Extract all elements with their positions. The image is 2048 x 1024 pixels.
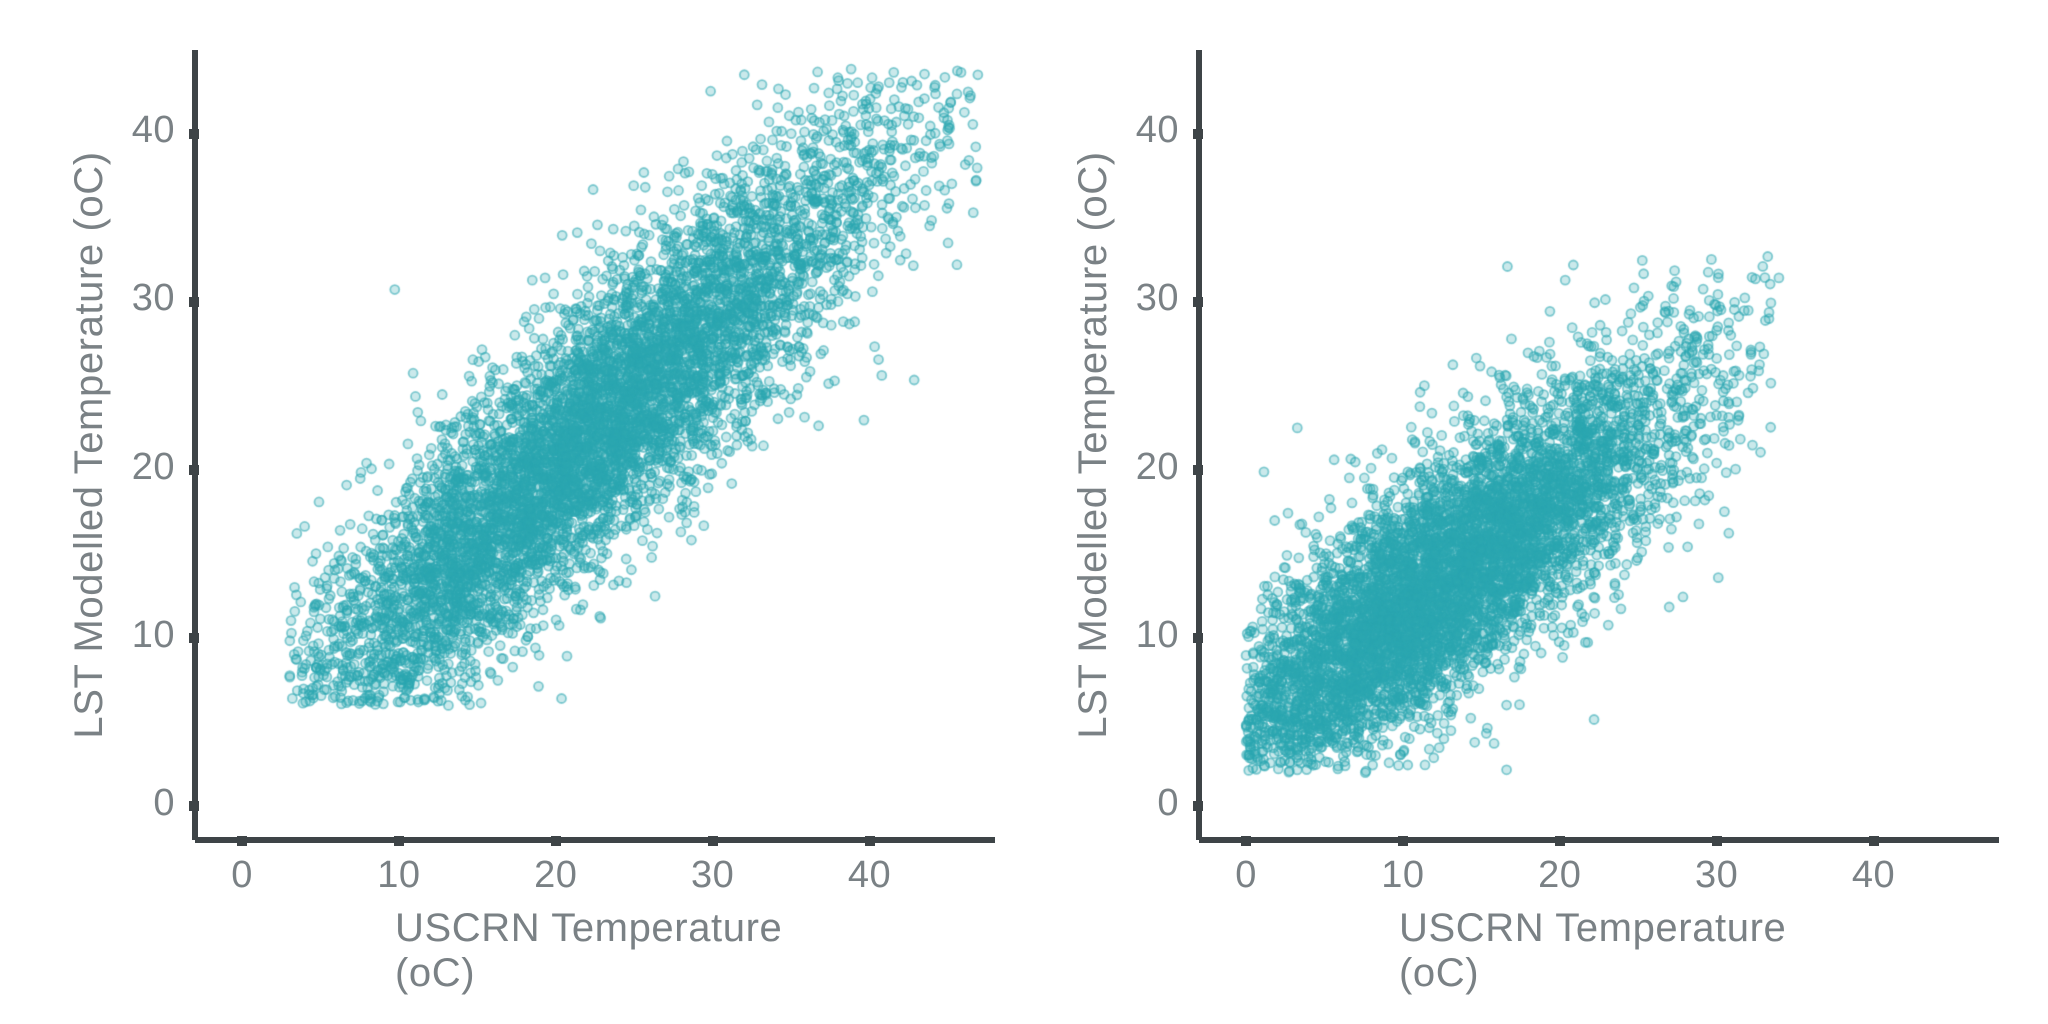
scatter-points-left bbox=[195, 50, 995, 840]
x-tick-label: 40 bbox=[1834, 854, 1914, 897]
x-tick bbox=[1398, 836, 1408, 846]
y-tick-label: 0 bbox=[1099, 782, 1179, 825]
y-tick bbox=[1193, 465, 1203, 475]
x-tick-label: 20 bbox=[1520, 854, 1600, 897]
y-axis-label: LST Modelled Temperature (oC) bbox=[67, 115, 112, 775]
scatter-points-right bbox=[1199, 50, 1999, 840]
x-tick bbox=[1712, 836, 1722, 846]
y-axis-label: LST Modelled Temperature (oC) bbox=[1071, 115, 1116, 775]
y-axis-line bbox=[192, 50, 198, 840]
x-tick-label: 10 bbox=[359, 854, 439, 897]
x-tick-label: 0 bbox=[1206, 854, 1286, 897]
y-tick bbox=[1193, 129, 1203, 139]
x-tick bbox=[865, 836, 875, 846]
x-tick-label: 20 bbox=[516, 854, 596, 897]
y-tick bbox=[1193, 801, 1203, 811]
x-tick bbox=[394, 836, 404, 846]
x-axis-line bbox=[195, 837, 995, 843]
y-tick bbox=[189, 297, 199, 307]
x-axis-label: USCRN Temperature (oC) bbox=[395, 906, 795, 996]
x-tick bbox=[1241, 836, 1251, 846]
scatter-panel-left: 010203040010203040USCRN Temperature (oC)… bbox=[0, 0, 1024, 1024]
y-tick bbox=[189, 465, 199, 475]
y-tick bbox=[189, 129, 199, 139]
x-tick-label: 10 bbox=[1363, 854, 1443, 897]
figure: 0 10 20 30 40 0 10 20 30 40 USCRN Temperature (oC)… bbox=[0, 0, 2048, 1024]
y-tick bbox=[1193, 633, 1203, 643]
x-axis-line bbox=[1199, 837, 1999, 843]
x-tick bbox=[551, 836, 561, 846]
x-tick-label: 40 bbox=[830, 854, 910, 897]
y-axis-line bbox=[1196, 50, 1202, 840]
y-tick-label: 0 bbox=[95, 782, 175, 825]
y-tick bbox=[189, 801, 199, 811]
plot-area-right: 010203040010203040USCRN Temperature (oC)… bbox=[1199, 50, 1999, 840]
x-tick-label: 0 bbox=[202, 854, 282, 897]
x-tick-label: 30 bbox=[673, 854, 753, 897]
x-axis-label: USCRN Temperature (oC) bbox=[1399, 906, 1799, 996]
scatter-panel-right: 010203040010203040USCRN Temperature (oC)… bbox=[1024, 0, 2048, 1024]
x-tick bbox=[1555, 836, 1565, 846]
x-tick bbox=[1869, 836, 1879, 846]
y-tick bbox=[189, 633, 199, 643]
x-tick-label: 30 bbox=[1677, 854, 1757, 897]
x-tick bbox=[237, 836, 247, 846]
x-tick bbox=[708, 836, 718, 846]
plot-area-left: 010203040010203040USCRN Temperature (oC)… bbox=[195, 50, 995, 840]
y-tick bbox=[1193, 297, 1203, 307]
